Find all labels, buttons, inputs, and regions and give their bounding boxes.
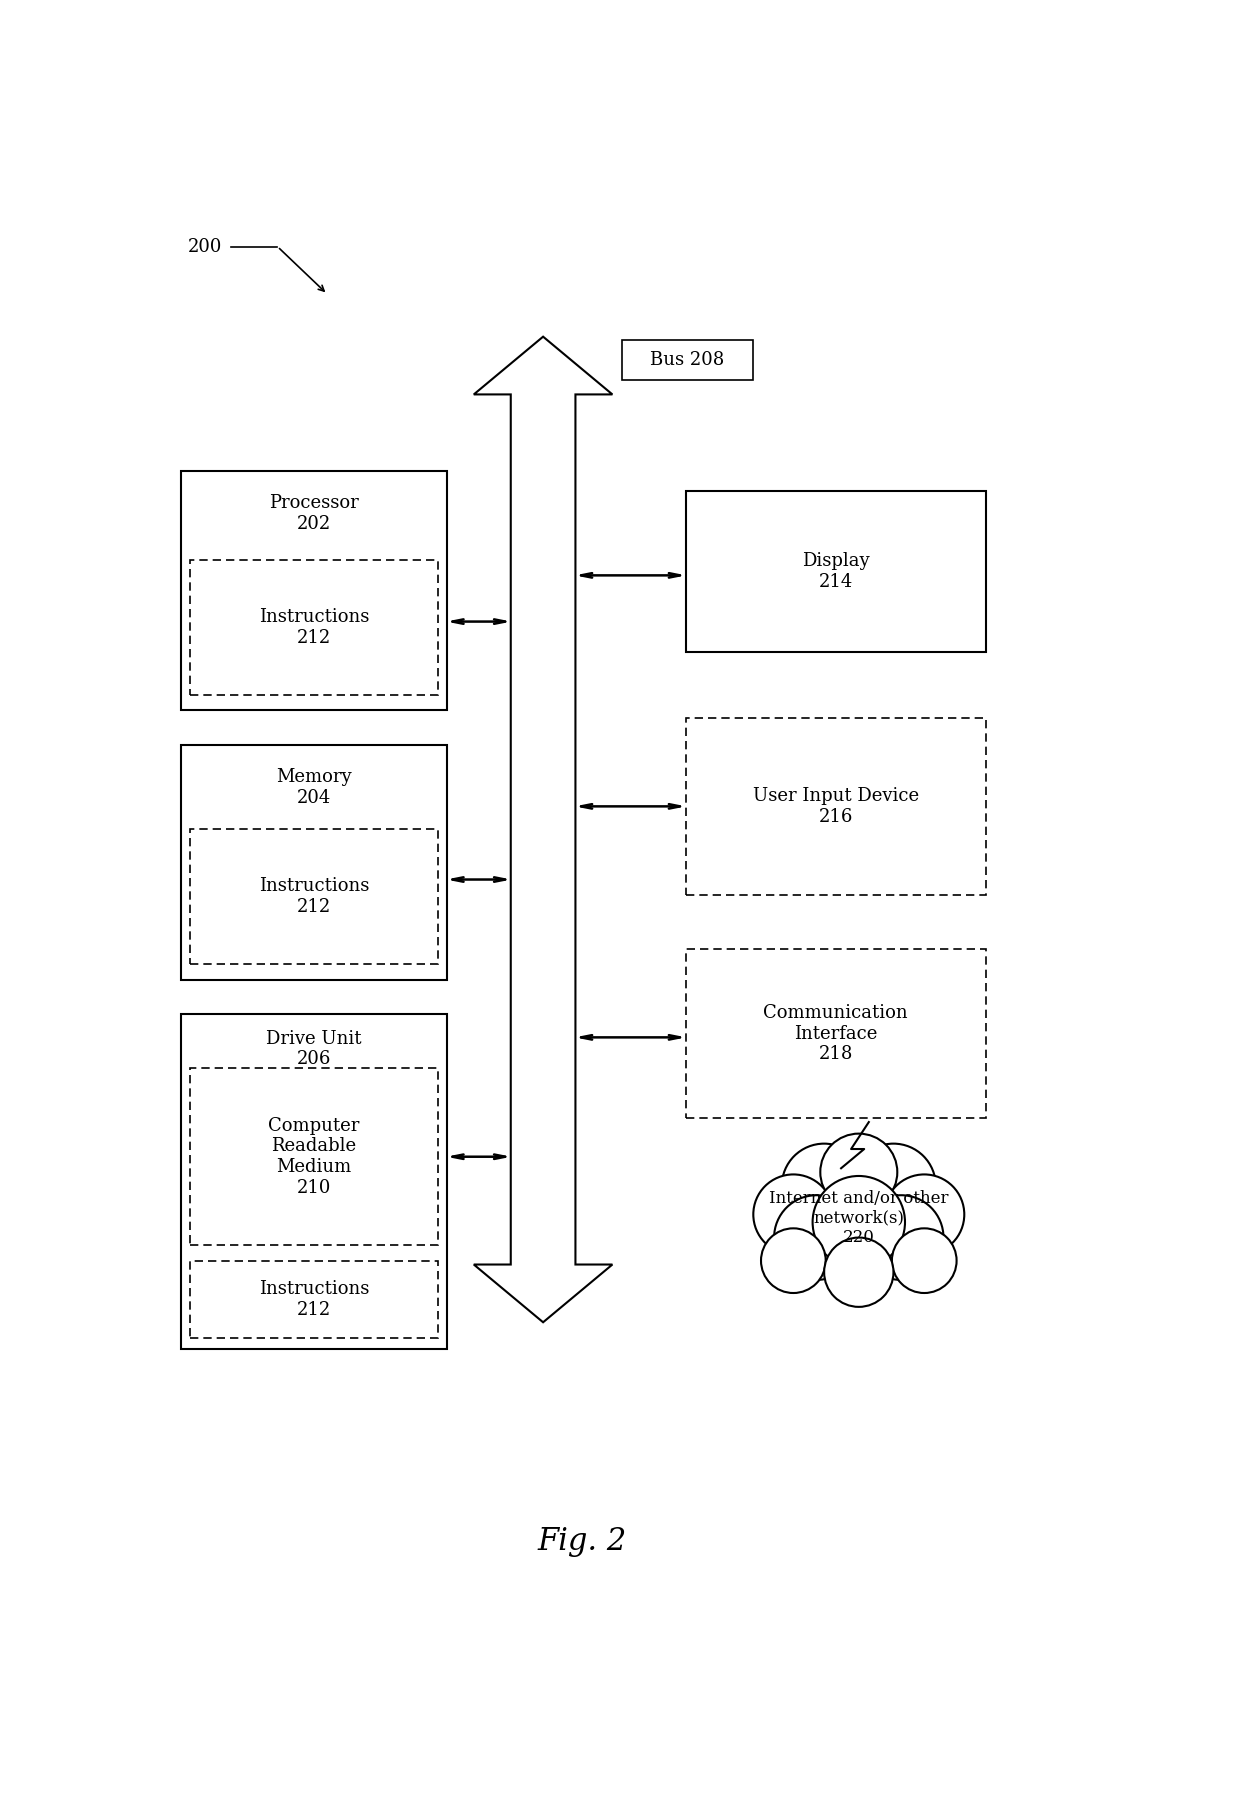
Text: Processor
202: Processor 202 — [269, 494, 358, 532]
Text: Fig. 2: Fig. 2 — [537, 1527, 626, 1557]
Circle shape — [754, 1174, 833, 1255]
Bar — [686, 949, 986, 1117]
Text: User Input Device
216: User Input Device 216 — [753, 788, 919, 826]
Bar — [191, 1068, 438, 1246]
Bar — [181, 744, 446, 980]
Text: Computer
Readable
Medium
210: Computer Readable Medium 210 — [268, 1117, 360, 1197]
Circle shape — [851, 1143, 936, 1228]
Circle shape — [781, 1143, 867, 1228]
Polygon shape — [474, 337, 613, 1322]
Bar — [191, 560, 438, 695]
Circle shape — [884, 1174, 965, 1255]
Bar — [191, 829, 438, 963]
Circle shape — [859, 1195, 944, 1280]
Text: Drive Unit
206: Drive Unit 206 — [267, 1029, 362, 1068]
Bar — [686, 717, 986, 895]
Text: Bus 208: Bus 208 — [650, 351, 724, 369]
Circle shape — [892, 1228, 956, 1293]
Circle shape — [825, 1237, 894, 1308]
Text: Communication
Interface
218: Communication Interface 218 — [764, 1003, 908, 1063]
Bar — [181, 1014, 446, 1349]
Text: Instructions
212: Instructions 212 — [259, 608, 370, 647]
Text: Instructions
212: Instructions 212 — [259, 1280, 370, 1318]
Circle shape — [761, 1228, 826, 1293]
Circle shape — [812, 1175, 905, 1268]
Circle shape — [821, 1134, 898, 1210]
Bar — [181, 471, 446, 710]
Circle shape — [774, 1195, 859, 1280]
Text: Display
214: Display 214 — [802, 552, 869, 590]
Text: Internet and/or other
network(s)
220: Internet and/or other network(s) 220 — [769, 1190, 949, 1246]
Bar — [191, 1260, 438, 1338]
Text: Instructions
212: Instructions 212 — [259, 878, 370, 916]
Bar — [686, 491, 986, 652]
Text: 200: 200 — [187, 237, 222, 255]
Bar — [621, 340, 753, 380]
Text: Memory
204: Memory 204 — [277, 768, 352, 806]
